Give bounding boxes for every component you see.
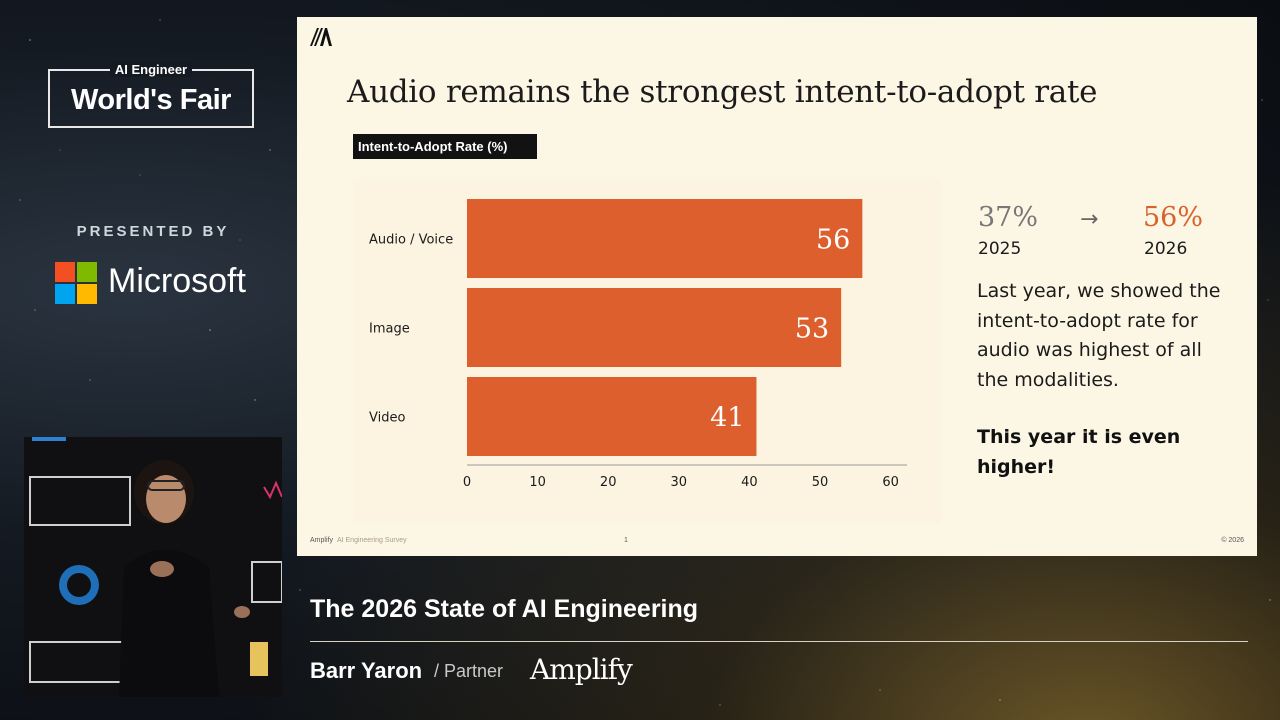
- x-tick-label: 20: [600, 475, 617, 490]
- presentation-slide: Audio remains the strongest intent-to-ad…: [297, 17, 1257, 556]
- stat-new-year: 2026: [1144, 239, 1188, 259]
- presented-by-label: PRESENTED BY: [76, 223, 230, 240]
- event-kicker: AI Engineer: [109, 62, 193, 77]
- category-label: Video: [369, 411, 405, 426]
- slide-body-text: Last year, we showed the intent-to-adopt…: [977, 280, 1221, 391]
- stat-old-year: 2025: [978, 239, 1022, 259]
- lower-third-divider: [310, 641, 1248, 642]
- bar-chart: Audio / Voice 56 Image 53 Video 41 0 10 20 30 40 50…: [353, 179, 941, 524]
- talk-title: The 2026 State of AI Engineering: [310, 595, 699, 623]
- footer-survey: AI Engineering Survey: [336, 537, 407, 544]
- microsoft-logo-icon: [55, 262, 97, 304]
- bar-3: [467, 377, 757, 456]
- amplify-mark-icon: [310, 28, 332, 46]
- category-label: Audio / Voice: [369, 233, 453, 248]
- x-tick-label: 60: [882, 475, 899, 490]
- speaker-company: Amplify: [530, 653, 633, 686]
- chart-header: Intent-to-Adopt Rate (%): [353, 134, 537, 159]
- bar-1: [467, 199, 863, 278]
- slide-footer-left: Amplify AI Engineering Survey: [310, 537, 407, 544]
- slide-body-emphasis: This year it is even higher!: [977, 426, 1181, 478]
- x-tick-label: 40: [741, 475, 758, 490]
- slide-title: Audio remains the strongest intent-to-ad…: [347, 74, 1098, 110]
- x-tick-label: 10: [529, 475, 546, 490]
- sponsor-name: Microsoft: [108, 262, 246, 300]
- bar-2: [467, 288, 842, 367]
- worlds-fair-logo: AI Engineer World's Fair: [48, 62, 254, 128]
- slide-copyright: © 2026: [1221, 537, 1244, 544]
- x-tick-label: 0: [463, 475, 471, 490]
- bar-chart-svg: Audio / Voice 56 Image 53 Video 41 0 10 20 30 40 50…: [369, 199, 907, 490]
- speaker-video-illustration: [24, 437, 282, 697]
- slide-page-number: 1: [624, 537, 628, 544]
- x-tick-label: 50: [812, 475, 829, 490]
- speaker-role: / Partner: [434, 661, 504, 681]
- footer-brand: Amplify: [310, 537, 333, 544]
- arrow-right-icon: →: [1080, 207, 1099, 232]
- bar-value-label: 53: [795, 314, 829, 345]
- category-label: Image: [369, 322, 410, 337]
- event-title: World's Fair: [71, 84, 231, 116]
- bar-value-label: 41: [710, 403, 744, 434]
- x-tick-label: 30: [671, 475, 688, 490]
- speaker-name: Barr Yaron: [310, 658, 423, 683]
- bar-value-label: 56: [816, 225, 850, 256]
- stat-old-value: 37%: [978, 202, 1039, 233]
- speaker-video: [24, 437, 282, 697]
- stat-new-value: 56%: [1143, 202, 1204, 233]
